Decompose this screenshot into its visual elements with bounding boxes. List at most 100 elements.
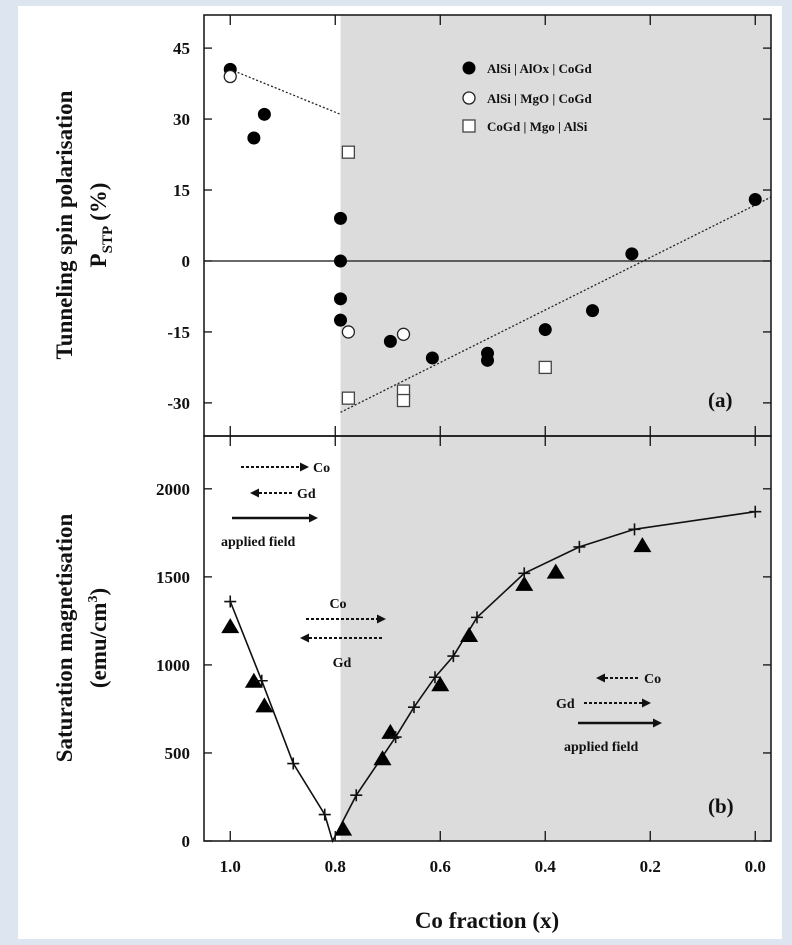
point-a-s3-5 [538, 360, 552, 375]
legend-marker-3 [462, 119, 476, 133]
point-a-s1-2 [247, 131, 261, 145]
anno-right-field: applied field [564, 740, 639, 755]
xtick-label-1: 0.8 [325, 857, 346, 876]
anno-right-gd: Gd [556, 697, 575, 712]
point-a-s3-2 [341, 391, 356, 405]
shaded-region-b [340, 436, 771, 841]
point-a-s2-2 [341, 325, 356, 339]
point-a-s1-14 [625, 247, 639, 261]
point-a-s3-1 [341, 145, 356, 159]
shaded-region-a [340, 15, 771, 436]
ytick-label-b-4: 2000 [156, 480, 190, 499]
y-axis-label-a-line2: PSTP (%) [86, 183, 116, 268]
point-a-s2-1 [223, 69, 237, 84]
point-b-s2-1 [224, 595, 237, 608]
point-b-s1-4 [334, 820, 353, 836]
anno-left-co: Co [313, 461, 330, 476]
trend-line-2 [340, 196, 772, 413]
legend-label-1: AlSi | AlOx | CoGd [487, 61, 592, 76]
panel-label-b: (b) [708, 794, 734, 818]
y-axis-label-b-line2: (emu/cm3) [86, 588, 111, 688]
ytick-label-b-0: 0 [182, 832, 191, 851]
y-axis-label-a-line1: Tunneling spin polarisation [52, 90, 77, 359]
point-b-s2-14 [749, 505, 762, 518]
point-a-s1-7 [334, 313, 347, 327]
point-a-s1-5 [334, 254, 347, 268]
point-b-s1-10 [546, 563, 565, 579]
y-axis-label-b-close: ) [86, 588, 111, 596]
point-a-s1-6 [334, 292, 347, 306]
anno-left-field: applied field [221, 535, 296, 550]
point-a-s1-9 [425, 351, 439, 365]
point-b-s1-11 [633, 537, 652, 553]
arrow-mid-co-head [377, 614, 386, 624]
point-b-s1-2 [244, 672, 263, 688]
point-b-s2-8 [429, 671, 441, 684]
xtick-label-0: 1.0 [220, 857, 241, 876]
y-axis-label-a-symbol: P [86, 253, 111, 267]
ytick-label-b-1: 500 [165, 744, 191, 763]
ytick-label-b-3: 1500 [156, 568, 190, 587]
y-axis-label-b-superscript: 3 [86, 596, 101, 603]
point-b-s1-9 [515, 575, 534, 591]
legend-marker-1 [462, 61, 476, 75]
y-axis-label-b-unit: (emu/cm [86, 603, 111, 689]
ytick-label-a-0: 45 [173, 39, 190, 58]
point-a-s2-3 [396, 327, 411, 341]
y-axis-label-b-line1: Saturation magnetisation [52, 514, 77, 763]
point-b-s1-8 [460, 626, 479, 642]
point-b-s2-12 [573, 540, 586, 553]
point-b-s1-1 [221, 618, 240, 634]
xtick-label-4: 0.2 [640, 857, 661, 876]
point-a-s1-13 [586, 304, 599, 318]
arrow-right-gd-head [642, 698, 651, 708]
xtick-label-2: 0.6 [430, 857, 451, 876]
ytick-label-a-4: -15 [167, 323, 190, 342]
point-a-s1-15 [748, 192, 762, 206]
legend-marker-2 [462, 91, 476, 105]
point-b-s1-7 [431, 676, 450, 692]
y-axis-label-a-subscript: STP [100, 226, 116, 254]
point-b-s2-5 [350, 789, 363, 802]
ytick-label-a-3: 0 [182, 252, 191, 271]
point-b-s2-6 [389, 731, 402, 744]
trend-line-1 [230, 68, 341, 115]
arrow-mid-gd-head [300, 633, 309, 643]
point-b-s2-11 [518, 567, 531, 580]
point-b-s2-9 [447, 650, 460, 663]
point-b-s2-13 [628, 523, 641, 536]
point-b-s2-2 [255, 674, 268, 687]
y-axis-label-a-unit: (%) [86, 183, 111, 221]
point-a-s1-12 [538, 323, 552, 337]
ytick-label-a-2: 15 [173, 181, 190, 200]
ytick-label-a-5: -30 [167, 394, 190, 413]
point-a-s3-4 [396, 393, 411, 408]
panel-label-a: (a) [708, 388, 733, 412]
axes-frame-b [203, 435, 772, 842]
xtick-label-5: 0.0 [745, 857, 766, 876]
point-b-s2-3 [287, 757, 300, 770]
anno-right-co: Co [644, 672, 661, 687]
point-b-s1-3 [255, 697, 274, 713]
point-a-s1-11 [481, 353, 494, 367]
xtick-label-3: 0.4 [535, 857, 557, 876]
point-b-s2-4 [318, 808, 331, 821]
point-b-s2-10 [471, 611, 483, 624]
arrow-left-gd-head [250, 488, 259, 498]
ytick-label-b-2: 1000 [156, 656, 190, 675]
anno-left-gd: Gd [297, 487, 316, 502]
anno-mid-gd: Gd [333, 656, 352, 671]
anno-mid-co: Co [329, 597, 346, 612]
point-b-s1-5 [373, 750, 392, 766]
ytick-label-a-1: 30 [173, 110, 190, 129]
legend-label-3: CoGd | Mgo | AlSi [487, 119, 588, 134]
legend-label-2: AlSi | MgO | CoGd [487, 91, 592, 106]
point-b-s2-7 [408, 701, 420, 714]
point-a-s1-4 [334, 211, 347, 225]
arrow-left-co-head [300, 462, 309, 472]
arrow-right-field-head [653, 718, 662, 728]
arrow-left-field-head [309, 513, 318, 523]
x-axis-label: Co fraction (x) [415, 908, 559, 933]
point-a-s1-3 [257, 107, 271, 121]
